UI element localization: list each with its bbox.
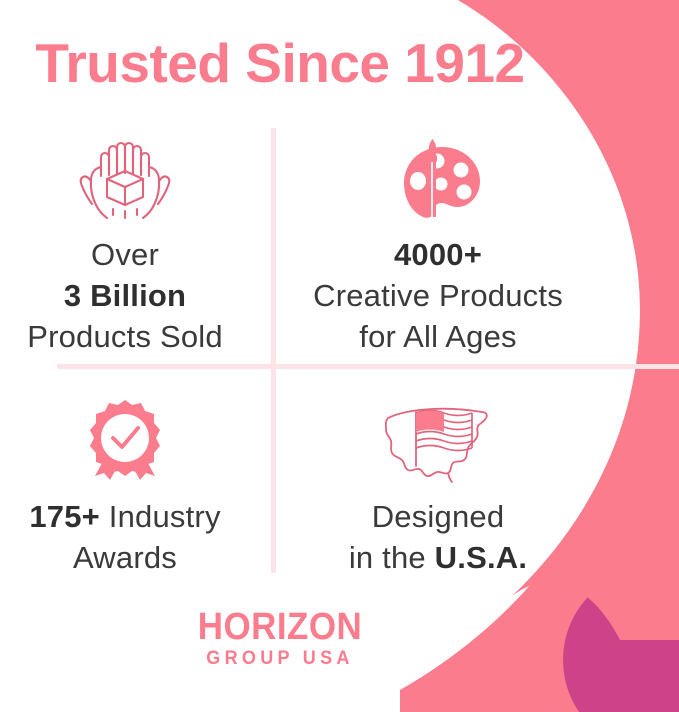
stat-line-175-plus: 175+ (29, 499, 100, 534)
grid-divider-horizontal (57, 364, 679, 369)
hands-holding-box-icon (73, 132, 177, 228)
stat-line-products-sold: Products Sold (27, 319, 223, 354)
stat-caption-designed-in-usa: Designed in the U.S.A. (349, 496, 527, 578)
stat-line-over: Over (91, 237, 159, 272)
usa-map-flag-icon (378, 394, 498, 490)
page-title: Trusted Since 1912 (35, 32, 525, 94)
stat-line-for-all-ages: for All Ages (359, 319, 517, 354)
stat-line-awards: Awards (72, 540, 177, 575)
stat-block-creative-products: 4000+ Creative Products for All Ages (288, 132, 588, 357)
stat-line-creative-products: Creative Products (313, 278, 563, 313)
checkmark-icon (111, 426, 140, 449)
stat-line-usa: U.S.A. (434, 540, 528, 575)
stat-block-designed-in-usa: Designed in the U.S.A. (288, 394, 588, 578)
stat-caption-industry-awards: 175+ Industry Awards (29, 496, 220, 578)
stat-line-industry: Industry (99, 499, 221, 534)
stat-block-products-sold: Over 3 Billion Products Sold (0, 132, 258, 357)
magenta-circle (563, 568, 679, 712)
logo-wordmark: HORIZON (197, 606, 363, 648)
paint-palette-brush-icon (390, 132, 486, 228)
flag-canton (416, 410, 444, 432)
palette-thumb-hole (410, 172, 426, 190)
award-ribbon-check-icon (81, 394, 169, 490)
stat-line-designed: Designed (371, 499, 505, 534)
logo-tagline: GROUP USA (206, 648, 354, 669)
stat-caption-creative-products: 4000+ Creative Products for All Ages (313, 234, 563, 357)
stat-line-in-the: in the (348, 540, 435, 575)
stat-caption-products-sold: Over 3 Billion Products Sold (27, 234, 223, 357)
grid-divider-vertical (271, 128, 276, 573)
stat-line-3-billion: 3 Billion (63, 278, 187, 313)
brand-logo: HORIZON GROUP USA (0, 608, 560, 669)
stat-line-4000-plus: 4000+ (393, 237, 483, 272)
stat-block-industry-awards: 175+ Industry Awards (0, 394, 258, 578)
